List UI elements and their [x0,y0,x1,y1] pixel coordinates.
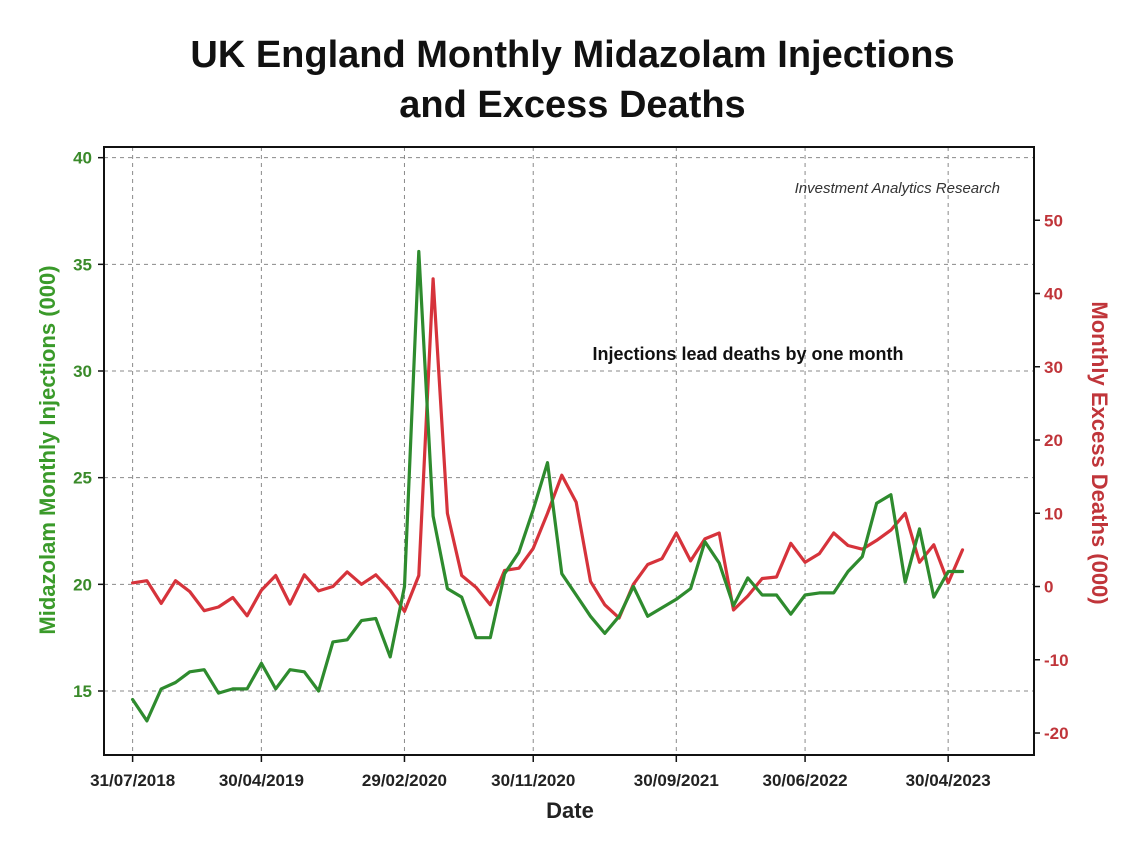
x-tick-label: 30/06/2022 [763,771,848,790]
left-y-tick-label: 30 [73,362,92,381]
injections-series-line [131,249,965,723]
x-axis: 31/07/2018 30/04/2019 29/02/2020 30/11/2020… [90,755,991,790]
right-y-tick-label: -10 [1044,651,1069,670]
right-y-tick-label: 0 [1044,578,1053,597]
right-y-tick-label: 20 [1044,431,1063,450]
left-y-axis: 15 20 25 30 35 40 [73,149,104,701]
chart-title-line-2: and Excess Deaths [399,84,746,126]
right-y-axis-label: Monthly Excess Deaths (000) [1087,301,1112,604]
plot-frame [103,146,1035,756]
series-group [131,249,965,723]
left-y-tick-label: 20 [73,575,92,594]
right-y-tick-label: 10 [1044,504,1063,523]
right-y-tick-label: -20 [1044,724,1069,743]
chart-title-line-1: UK England Monthly Midazolam Injections [190,34,955,76]
x-axis-label: Date [546,798,594,823]
deaths-series-line [131,277,965,620]
left-y-tick-label: 25 [73,469,92,488]
grid-lines [104,147,1034,755]
watermark-text: Investment Analytics Research [795,180,1000,197]
x-tick-label: 30/04/2023 [906,771,991,790]
x-tick-label: 29/02/2020 [362,771,447,790]
chart-title: UK England Monthly Midazolam Injections … [0,30,1145,130]
x-tick-label: 30/09/2021 [634,771,719,790]
left-y-tick-label: 15 [73,682,92,701]
left-y-axis-label: Midazolam Monthly Injections (000) [35,265,60,634]
right-y-axis: -20 -10 0 10 20 30 40 50 [1034,211,1069,743]
left-y-tick-label: 35 [73,255,92,274]
annotation-text: Injections lead deaths by one month [592,344,903,364]
right-y-tick-label: 40 [1044,285,1063,304]
right-y-tick-label: 50 [1044,211,1063,230]
x-tick-label: 30/04/2019 [219,771,304,790]
left-y-tick-label: 40 [73,149,92,168]
x-tick-label: 31/07/2018 [90,771,175,790]
right-y-tick-label: 30 [1044,358,1063,377]
x-tick-label: 30/11/2020 [491,771,575,790]
